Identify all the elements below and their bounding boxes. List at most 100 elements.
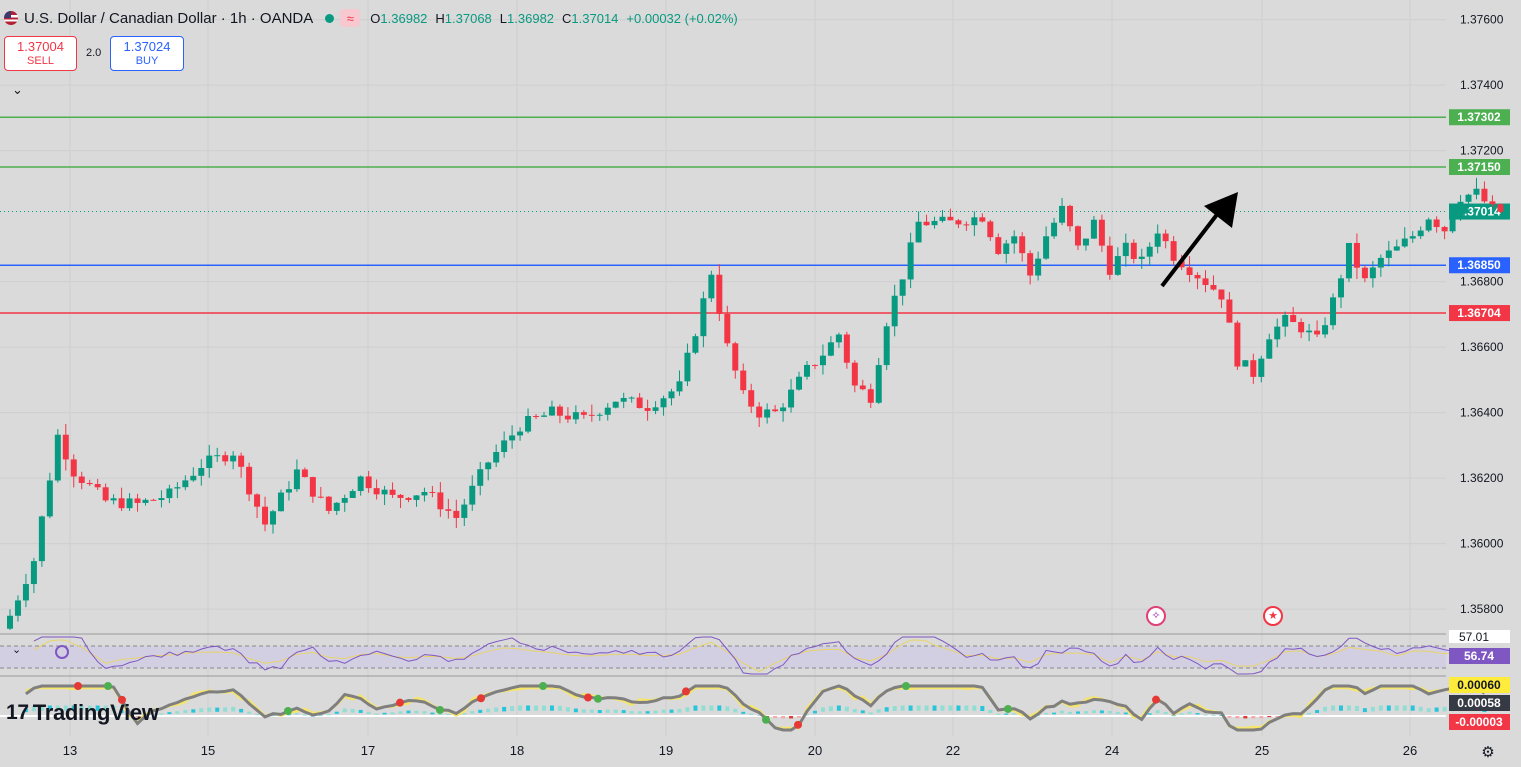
candle-body <box>222 455 229 462</box>
candle-body <box>963 224 970 226</box>
macd-histogram-bar <box>1354 706 1359 712</box>
candle <box>835 332 842 348</box>
symbol-title[interactable]: U.S. Dollar / Canadian Dollar · 1h · OAN… <box>24 9 314 27</box>
candle <box>1051 217 1058 239</box>
candle-body <box>1306 330 1313 333</box>
candle <box>764 403 771 424</box>
candle <box>150 498 157 501</box>
macd-histogram-bar <box>271 715 276 717</box>
macd-histogram-bar <box>1323 706 1328 712</box>
candle-body <box>1106 245 1113 275</box>
macd-histogram-bar <box>294 713 299 715</box>
spread-value: 2.0 <box>86 47 102 59</box>
candle-body <box>1465 194 1472 202</box>
candle <box>580 410 587 419</box>
candle-body <box>923 221 930 226</box>
macd-histogram-bar <box>334 711 339 714</box>
candle <box>684 343 691 387</box>
macd-histogram-bar <box>1091 710 1096 714</box>
ohlc-key: O <box>370 10 381 26</box>
candle <box>676 370 683 396</box>
ohlc-value: 1.36982 <box>380 10 428 26</box>
candle <box>891 284 898 337</box>
candle <box>668 388 675 406</box>
candle-body <box>660 398 667 408</box>
buy-button[interactable]: 1.37024 BUY <box>110 36 184 71</box>
candle-body <box>126 498 133 509</box>
candle <box>955 218 962 229</box>
candle-body <box>652 407 659 411</box>
macd-histogram-bar <box>47 705 52 711</box>
candle-body <box>301 469 308 478</box>
ohlc-key: C <box>562 10 572 26</box>
macd-histogram-bar <box>749 713 754 715</box>
candle <box>230 451 237 470</box>
candle-body <box>1314 330 1321 335</box>
us-economic-event-icon[interactable]: ★ <box>1263 606 1283 626</box>
macd-histogram-bar <box>1147 713 1152 715</box>
candle <box>182 475 189 491</box>
macd-histogram-bar <box>685 707 690 712</box>
macd-histogram-bar <box>828 706 833 712</box>
ohlc-value: 1.37068 <box>444 10 492 26</box>
indicator-toggle-icon[interactable]: ≈ <box>340 9 361 27</box>
candle <box>1465 193 1472 209</box>
candle <box>46 472 53 519</box>
candle-body <box>1258 358 1265 377</box>
candle <box>564 407 571 423</box>
candle <box>1250 353 1257 384</box>
candle-body <box>1361 267 1368 279</box>
candle-body <box>875 365 882 403</box>
candle <box>604 403 611 421</box>
candle-body <box>1226 299 1233 323</box>
candle <box>198 459 205 486</box>
macd-histogram-bar <box>701 705 706 711</box>
macd-cross-dot <box>436 705 444 714</box>
candle <box>700 291 707 348</box>
candle-body <box>835 334 842 343</box>
x-tick-label: 24 <box>1105 743 1119 758</box>
candle <box>907 232 914 289</box>
candle <box>1202 270 1209 293</box>
indicator-collapse-icon[interactable]: ⌄ <box>12 644 22 656</box>
macd-histogram-bar <box>693 705 698 711</box>
tradingview-logo[interactable]: 17 TradingView <box>6 700 159 726</box>
candle <box>1186 256 1193 283</box>
candle-body <box>708 274 715 299</box>
collapse-chevron-icon[interactable]: ⌄ <box>12 82 23 97</box>
candle-body <box>1170 241 1177 261</box>
event-lightning-icon[interactable]: ✧ <box>1146 606 1166 626</box>
candle-body <box>1274 326 1281 340</box>
candle <box>788 379 795 413</box>
macd-cross-dot <box>594 694 602 703</box>
settings-gear-icon[interactable]: ⚙ <box>1481 744 1495 761</box>
macd-histogram-bar <box>709 705 714 711</box>
candle-body <box>285 489 292 493</box>
candle-body <box>1417 230 1424 237</box>
x-tick-label: 26 <box>1403 743 1417 758</box>
candle-body <box>429 491 436 493</box>
candle <box>365 470 372 493</box>
candle-body <box>764 409 771 418</box>
candle <box>1353 233 1360 279</box>
candle-body <box>1114 256 1121 275</box>
macd-histogram-bar <box>374 713 379 715</box>
y-tick-label: 1.36200 <box>1460 471 1504 485</box>
macd-histogram-bar <box>900 705 905 711</box>
candle <box>1274 318 1281 348</box>
candle <box>987 219 994 241</box>
candle <box>1322 317 1329 338</box>
candle-body <box>1210 285 1217 290</box>
candle-body <box>1337 278 1344 298</box>
candle <box>309 476 316 503</box>
macd-histogram-bar <box>167 712 172 715</box>
macd-histogram-bar <box>637 711 642 714</box>
sell-button[interactable]: 1.37004 SELL <box>4 36 77 71</box>
macd-cross-dot <box>902 682 910 690</box>
macd-histogram-bar <box>1004 713 1009 715</box>
macd-histogram-bar <box>326 714 331 716</box>
candle <box>190 467 197 482</box>
candle <box>325 496 332 515</box>
